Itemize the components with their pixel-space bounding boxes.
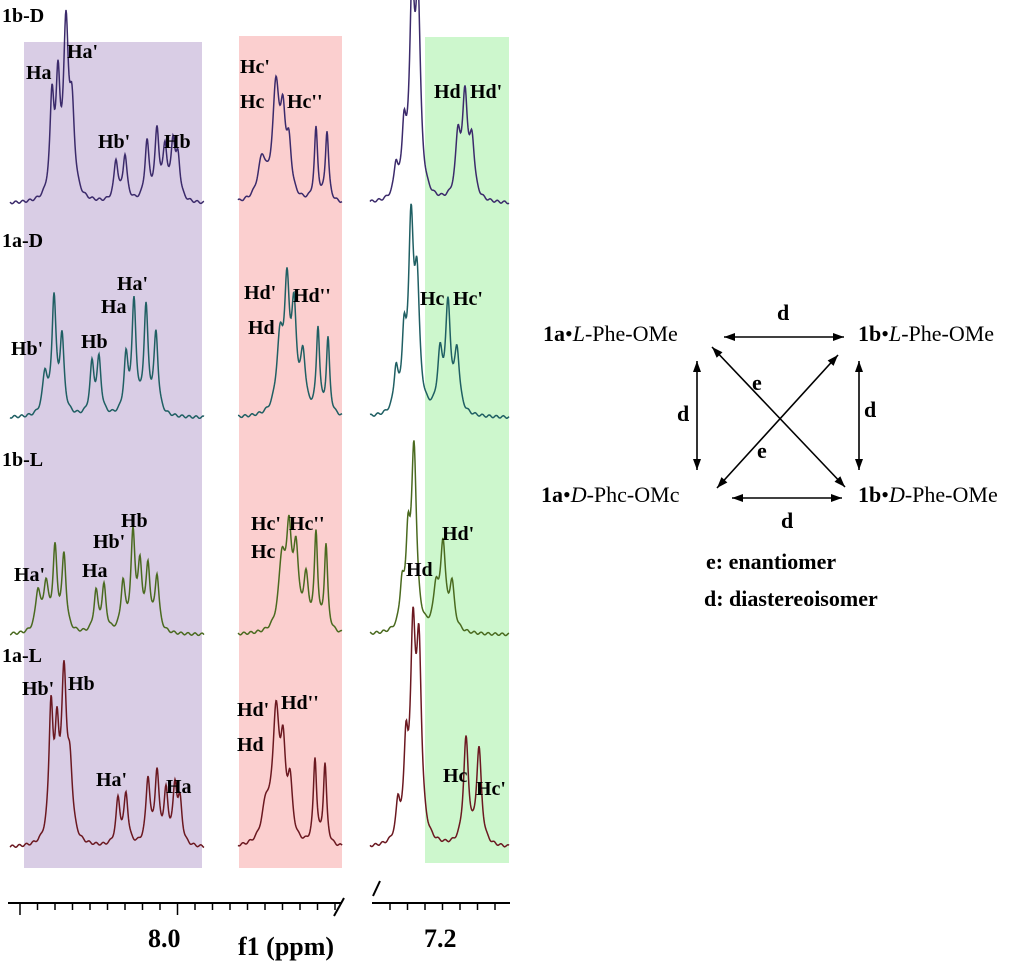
peak-label: Hd' [237,699,269,721]
peak-label: Hb' [22,678,54,700]
spectrum-1a-d-mid [237,267,343,419]
peak-label: Hc [443,765,468,787]
x-axis-label: f1 (ppm) [238,932,334,961]
region-ab [24,42,202,868]
peak-label: Hd' [470,81,502,103]
axis-break-mark-left [333,897,345,917]
peak-label: Ha' [67,41,98,63]
peak-label: Ha' [14,564,45,586]
peak-label: Hd [248,317,275,339]
x-axis: 8.0 7.2 f1 (ppm) [8,880,510,961]
spectrum-1a-l-right [369,606,510,848]
x-tick-label-8-0: 8.0 [148,924,181,953]
arrow-top [724,333,844,341]
trace-name-1b-d: 1b-D [2,5,44,27]
edge-label-diag-1: e [752,370,762,395]
peak-label: Hd [434,81,461,103]
spectrum-1b-d-left [9,9,205,205]
peak-label: Hb [121,510,148,532]
peak-label: Hb' [11,338,43,360]
trace-name-1b-l: 1b-L [2,449,43,471]
peak-label: Ha [166,776,192,798]
peak-label: Hc'' [289,513,325,535]
peak-label: Hb [81,331,108,353]
edge-label-diag-2: e [757,438,767,463]
node-1a-d-phc-omc: 1a•D-Phc-OMc [541,482,680,507]
peak-label: Hc [420,288,445,310]
node-1b-d-phe-ome: 1b•D-Phe-OMe [858,482,998,507]
peak-label: Hc'' [287,91,323,113]
spectrum-1a-d-right [369,203,510,419]
peak-label: Hb [68,673,95,695]
peak-label: Hc [251,541,276,563]
peak-label: Hd'' [293,285,331,307]
peak-label: Hc' [240,56,270,78]
peak-label: Ha' [96,769,127,791]
peak-label: Hd' [442,523,474,545]
peak-label: Hd'' [281,692,319,714]
arrow-bottom [732,494,842,502]
peak-label: Hb' [93,531,125,553]
trace-name-1a-d: 1a-D [2,230,43,252]
region-cd-right [425,37,509,863]
spectrum-1b-d-mid [237,74,343,204]
peak-label: Hd' [244,282,276,304]
peak-label: Ha [101,296,127,318]
peak-label: Hd [406,559,433,581]
trace-name-1a-l: 1a-L [2,645,42,667]
peak-label: Hc' [476,778,506,800]
peak-label: Ha [82,560,108,582]
spectrum-1b-d-right [369,0,510,205]
legend-enantiomer: e: enantiomer [706,549,836,574]
arrow-right [855,361,863,470]
spectrum-1b-l-mid [237,514,343,636]
peak-label: Ha [26,62,52,84]
legend-diastereoisomer: d: diastereoisomer [704,586,878,611]
edge-label-left: d [677,401,689,426]
spectrum-1a-l-left [9,660,205,849]
x-tick-label-7-2: 7.2 [424,924,457,953]
peak-label: Hc' [251,513,281,535]
peak-label: Hb' [98,131,130,153]
peak-label: Ha' [117,273,148,295]
node-1a-l-phe-ome: 1a•L-Phe-OMe [543,321,678,346]
peak-label: Hb [164,131,191,153]
spectra-group [9,0,510,849]
spectrum-1b-l-left [9,526,205,637]
peak-label: Hc' [453,288,483,310]
spectrum-1b-l-right [369,440,510,637]
edge-label-right: d [864,397,876,422]
spectrum-1a-l-mid [237,699,343,847]
edge-label-bottom: d [781,508,793,533]
peak-label: Hd [237,734,264,756]
arrow-diagonal-1 [711,346,846,488]
relationship-diagram: 1a•L-Phe-OMe 1b•L-Phe-OMe 1a•D-Phc-OMc 1… [541,300,998,611]
peak-label: Hc [240,91,265,113]
node-1b-l-phe-ome: 1b•L-Phe-OMe [858,321,994,346]
spectrum-1a-d-left [9,292,205,420]
axis-break-mark-right [372,880,381,897]
arrow-left [693,361,701,470]
arrow-diagonal-2 [716,354,839,489]
edge-label-top: d [777,300,789,325]
